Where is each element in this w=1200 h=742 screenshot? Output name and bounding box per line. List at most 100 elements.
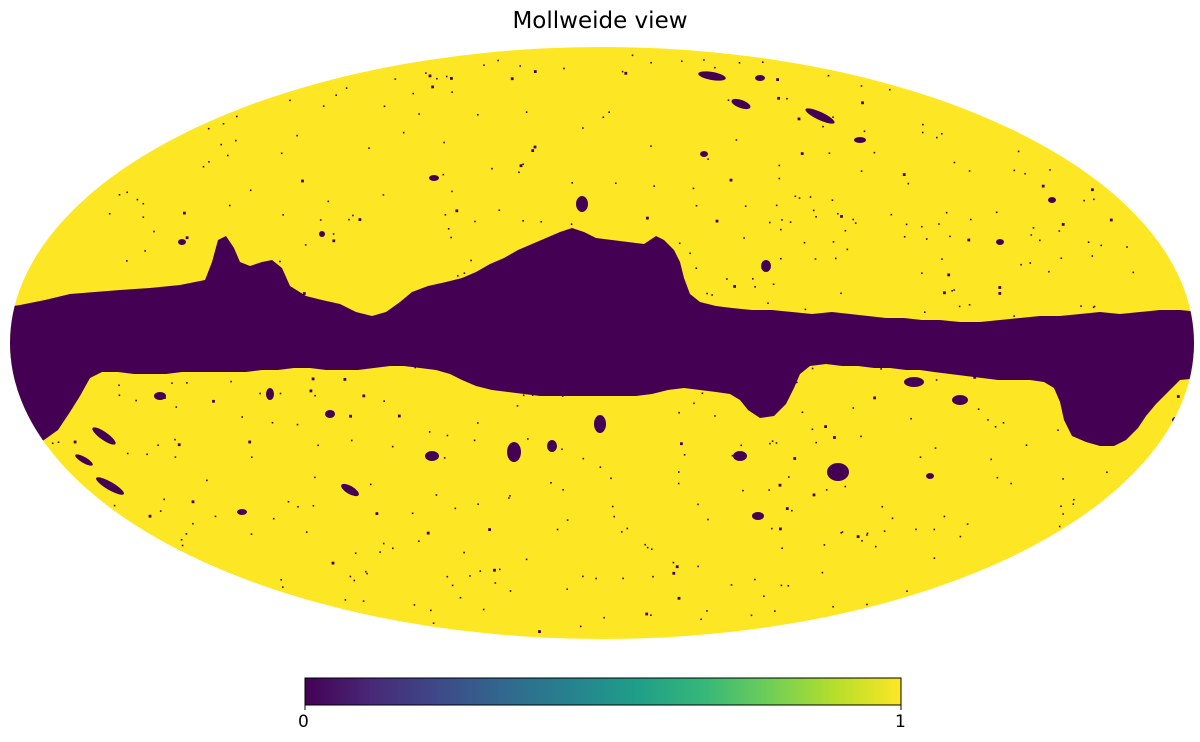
- speckle: [73, 440, 77, 444]
- colorbar-min-label: 0: [298, 712, 309, 732]
- speckle: [791, 509, 793, 512]
- speckle: [782, 313, 785, 315]
- speckle: [114, 354, 118, 358]
- speckle: [945, 211, 948, 214]
- speckle: [788, 476, 790, 478]
- speckle: [915, 528, 917, 531]
- speckle: [856, 535, 860, 538]
- speckle: [772, 283, 775, 285]
- speckle: [689, 252, 691, 255]
- speckle: [349, 575, 352, 578]
- speckle: [289, 99, 291, 102]
- speckle: [853, 328, 855, 330]
- speckle: [996, 476, 999, 479]
- speckle: [750, 614, 753, 617]
- speckle: [995, 211, 998, 214]
- speckle: [463, 551, 465, 554]
- speckle: [860, 85, 863, 87]
- speckle: [968, 304, 971, 306]
- speckle: [646, 546, 649, 549]
- speckle: [611, 505, 614, 508]
- speckle: [933, 557, 936, 559]
- speckle: [1058, 525, 1061, 528]
- speckle: [947, 273, 951, 277]
- speckle: [675, 565, 679, 569]
- speckle: [1072, 503, 1075, 505]
- speckle: [906, 590, 908, 592]
- speckle: [314, 476, 316, 479]
- speckle: [1062, 513, 1064, 515]
- speckle: [240, 332, 243, 335]
- speckle: [1080, 305, 1082, 307]
- speckle: [414, 366, 416, 369]
- speckle: [311, 377, 315, 381]
- speckle: [890, 213, 893, 216]
- speckle: [935, 379, 938, 381]
- speckle: [828, 152, 831, 154]
- speckle: [832, 605, 834, 608]
- speckle: [450, 77, 453, 80]
- speckle: [338, 347, 340, 350]
- speckle: [362, 394, 366, 398]
- speckle: [872, 329, 874, 331]
- speckle: [443, 457, 446, 459]
- speckle: [506, 264, 509, 267]
- speckle: [1013, 169, 1016, 172]
- speckle: [840, 215, 843, 218]
- speckle: [706, 610, 708, 612]
- speckle: [758, 382, 761, 385]
- speckle: [442, 173, 445, 176]
- speckle: [907, 182, 910, 185]
- speckle: [650, 61, 652, 64]
- speckle: [445, 75, 448, 78]
- speckle: [1061, 223, 1065, 226]
- speckle: [454, 507, 457, 510]
- speckle: [742, 489, 744, 492]
- speckle: [707, 518, 709, 521]
- speckle: [67, 311, 71, 315]
- speckle: [382, 194, 385, 196]
- speckle: [365, 570, 367, 573]
- speckle: [579, 625, 582, 628]
- speckle: [778, 177, 781, 180]
- speckle: [1174, 337, 1177, 340]
- speckle: [126, 452, 129, 455]
- speckle: [626, 527, 629, 530]
- speckle: [82, 344, 85, 346]
- speckle: [451, 91, 453, 93]
- speckle: [392, 547, 394, 550]
- speckle: [205, 335, 208, 339]
- speckle: [358, 323, 361, 325]
- speckle: [148, 514, 152, 518]
- speckle: [525, 111, 528, 113]
- speckle: [566, 519, 569, 521]
- speckle: [251, 456, 253, 458]
- speckle: [432, 622, 435, 624]
- speckle: [707, 158, 709, 160]
- speckle: [235, 139, 237, 142]
- speckle: [970, 218, 972, 221]
- speckle: [621, 70, 624, 73]
- speckle: [662, 312, 665, 314]
- speckle: [677, 482, 680, 485]
- speckle: [809, 196, 812, 198]
- speckle: [835, 257, 837, 260]
- speckle: [1017, 150, 1020, 153]
- speckle: [677, 596, 681, 600]
- galactic-plane-mask: [10, 228, 1194, 448]
- speckle: [108, 337, 110, 339]
- speckle: [723, 325, 726, 328]
- speckle: [610, 477, 612, 480]
- speckle: [1002, 422, 1005, 424]
- speckle: [220, 143, 222, 146]
- speckle: [700, 618, 702, 621]
- speckle: [491, 167, 493, 170]
- speckle: [280, 152, 283, 155]
- speckle: [164, 397, 166, 399]
- speckle: [279, 260, 281, 263]
- speckle: [207, 127, 210, 130]
- speckle: [827, 74, 830, 77]
- speckle: [126, 260, 128, 262]
- speckle: [264, 289, 267, 291]
- speckle: [142, 216, 145, 218]
